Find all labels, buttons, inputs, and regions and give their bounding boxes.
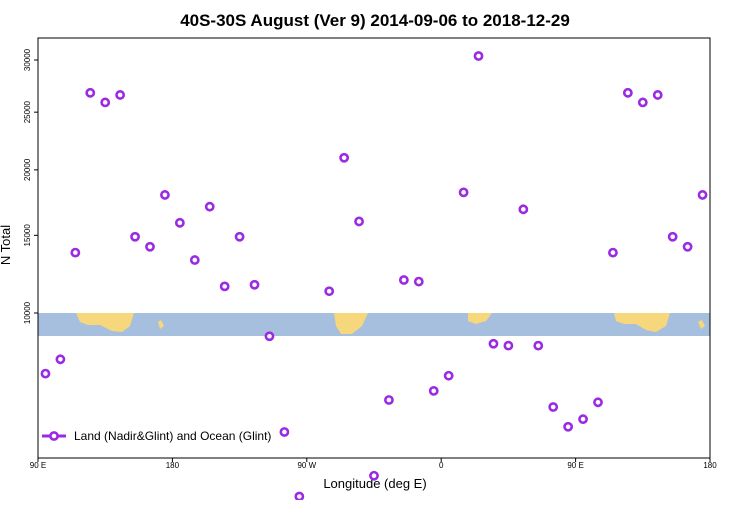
data-point bbox=[652, 90, 663, 100]
plot-border bbox=[37, 37, 711, 459]
data-point bbox=[578, 414, 588, 425]
x-axis: 90 E 180 90 W 0 90 E 180 bbox=[30, 458, 717, 470]
data-point bbox=[130, 231, 140, 242]
data-point bbox=[174, 217, 185, 228]
data-point bbox=[428, 386, 439, 396]
y-axis-label: N Total bbox=[0, 225, 13, 265]
y-tick-label: 15000 bbox=[23, 224, 32, 247]
ocean-band bbox=[38, 313, 710, 336]
data-point bbox=[145, 241, 155, 252]
y-axis: 10000 15000 20000 25000 30000 bbox=[23, 48, 38, 324]
data-point bbox=[369, 470, 379, 481]
data-point bbox=[264, 331, 275, 342]
y-tick-label: 30000 bbox=[23, 48, 32, 71]
data-point bbox=[518, 204, 529, 215]
data-point bbox=[100, 97, 111, 108]
y-tick-label: 10000 bbox=[23, 301, 32, 324]
land-mass bbox=[76, 313, 134, 332]
data-point bbox=[189, 255, 200, 265]
data-point bbox=[637, 97, 648, 108]
data-point bbox=[55, 354, 66, 365]
y-tick-label: 25000 bbox=[23, 100, 32, 123]
x-tick-label: 90 E bbox=[30, 461, 46, 470]
legend-marker bbox=[49, 431, 59, 441]
data-point bbox=[622, 87, 633, 98]
data-point bbox=[294, 491, 305, 502]
data-point bbox=[458, 187, 469, 198]
plot-frame bbox=[37, 37, 711, 459]
data-point bbox=[249, 279, 260, 290]
data-point bbox=[204, 201, 215, 212]
x-tick-label: 180 bbox=[166, 461, 180, 470]
data-point bbox=[70, 247, 81, 258]
data-point bbox=[667, 231, 678, 242]
data-point bbox=[593, 397, 603, 408]
chart-title: 40S-30S August (Ver 9) 2014-09-06 to 201… bbox=[180, 11, 570, 30]
data-point bbox=[279, 427, 290, 437]
land-mass bbox=[158, 320, 164, 329]
data-point bbox=[413, 276, 424, 287]
legend-label: Land (Nadir&Glint) and Ocean (Glint) bbox=[74, 429, 271, 443]
data-point bbox=[682, 241, 693, 252]
data-points bbox=[40, 51, 708, 502]
data-point bbox=[234, 231, 245, 242]
land-mass bbox=[468, 313, 492, 324]
data-point bbox=[339, 152, 350, 163]
data-point bbox=[40, 368, 51, 379]
x-axis-label: Longitude (deg E) bbox=[323, 476, 426, 491]
land-mass bbox=[698, 320, 705, 329]
world-map-band bbox=[38, 313, 710, 336]
data-point bbox=[160, 190, 170, 200]
data-point bbox=[398, 275, 409, 285]
data-point bbox=[473, 51, 484, 61]
data-point bbox=[354, 216, 364, 227]
land-mass bbox=[614, 313, 670, 332]
x-tick-label: 90 W bbox=[297, 461, 316, 470]
data-point bbox=[115, 90, 126, 100]
data-point bbox=[548, 402, 559, 412]
data-point bbox=[503, 340, 514, 351]
data-point bbox=[697, 190, 708, 200]
data-point bbox=[384, 395, 394, 405]
data-point bbox=[324, 286, 335, 297]
y-tick-label: 20000 bbox=[23, 158, 32, 181]
data-point bbox=[488, 338, 499, 349]
x-tick-label: 90 E bbox=[567, 461, 583, 470]
x-tick-label: 0 bbox=[439, 461, 444, 470]
data-point bbox=[563, 421, 574, 432]
data-point bbox=[443, 370, 454, 381]
x-tick-label: 180 bbox=[703, 461, 717, 470]
data-point bbox=[533, 340, 544, 351]
land-mass bbox=[334, 313, 368, 334]
legend: Land (Nadir&Glint) and Ocean (Glint) bbox=[42, 429, 271, 443]
data-point bbox=[219, 281, 230, 292]
data-point bbox=[85, 87, 96, 98]
data-point bbox=[608, 247, 618, 258]
